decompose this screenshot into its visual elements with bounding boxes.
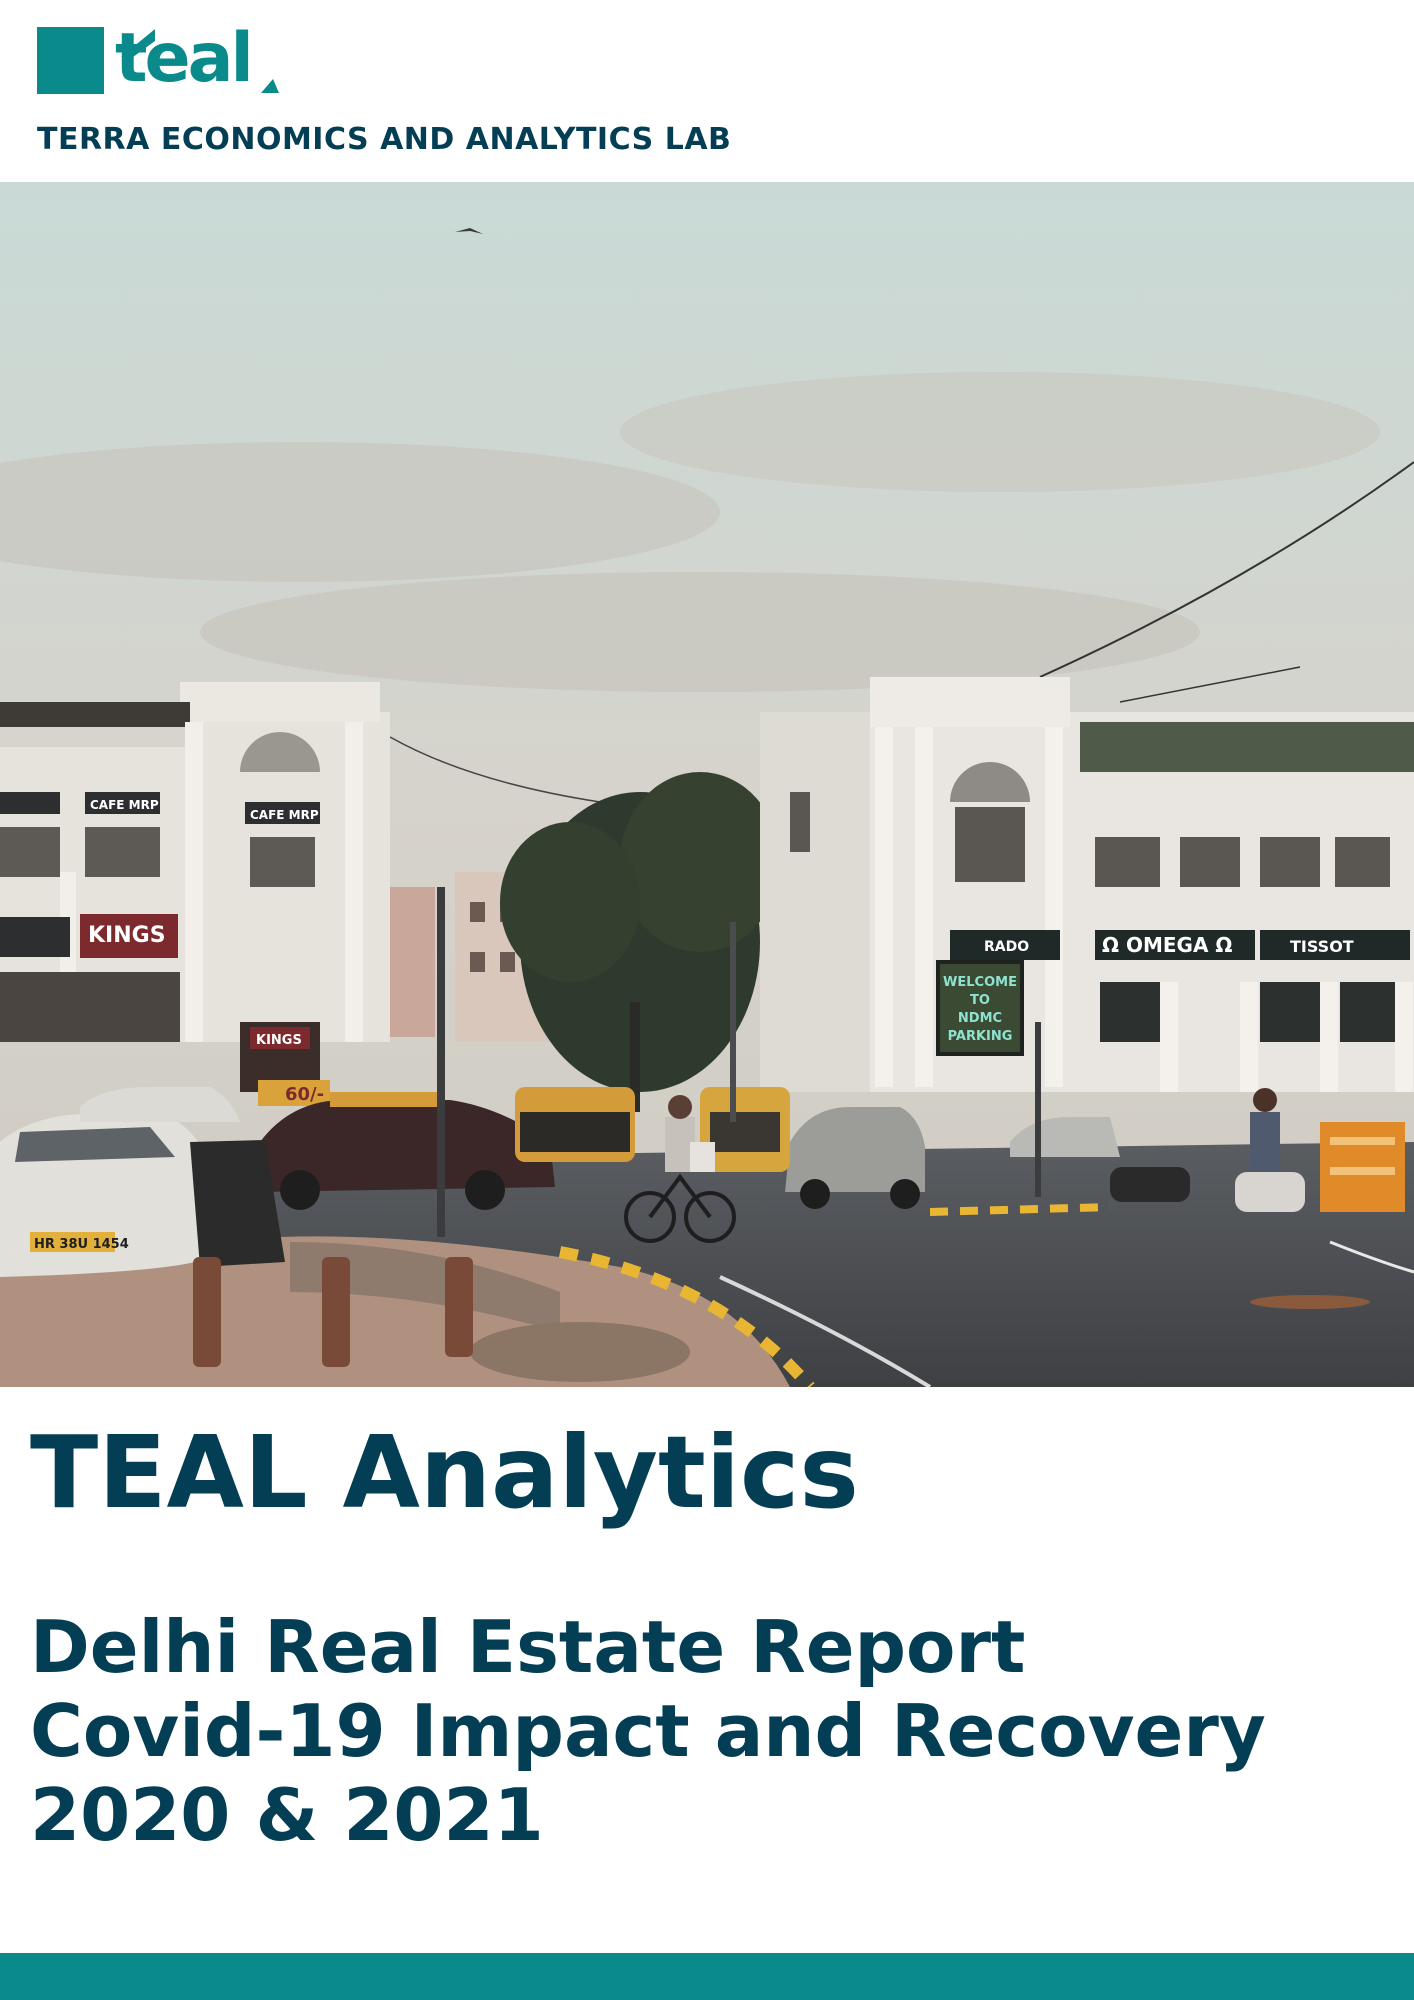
welcome-sign-line-4: PARKING (948, 1029, 1013, 1044)
omega-sign: Ω OMEGA Ω (1102, 933, 1232, 957)
tissot-sign: TISSOT (1290, 937, 1354, 956)
kings-sign-small: KINGS (256, 1033, 302, 1048)
cover-photo: CAFE MRP CAFE MRP KINGS KINGS (0, 182, 1414, 1387)
price-sign: 60/- (285, 1084, 324, 1105)
welcome-sign-line-2: TO (970, 993, 990, 1008)
logo-wordmark: teal (115, 19, 254, 98)
report-title-line-1: Delhi Real Estate Report (30, 1605, 1026, 1689)
teal-logo: teal (37, 19, 297, 98)
kings-sign: KINGS (88, 923, 166, 948)
teal-square-logo-icon (37, 27, 104, 94)
report-title: Delhi Real Estate Report Covid-19 Impact… (30, 1605, 1266, 1857)
cafe-mrp-sign: CAFE MRP (90, 798, 159, 812)
lab-name: TERRA ECONOMICS AND ANALYTICS LAB (37, 122, 732, 157)
welcome-sign-line-3: NDMC (958, 1011, 1002, 1026)
logo-accent-icon (121, 29, 279, 93)
welcome-sign-line-1: WELCOME (943, 975, 1017, 990)
report-title-line-2: Covid-19 Impact and Recovery (30, 1689, 1266, 1773)
rado-sign: RADO (984, 939, 1029, 955)
report-title-line-3: 2020 & 2021 (30, 1773, 544, 1857)
footer-accent-bar (0, 1953, 1414, 2000)
connaught-place-street-photo: CAFE MRP CAFE MRP KINGS KINGS (0, 182, 1414, 1387)
brand-title: TEAL Analytics (30, 1414, 859, 1531)
license-plate: HR 38U 1454 (34, 1237, 129, 1252)
cafe-mrp-sign-2: CAFE MRP (250, 808, 319, 822)
